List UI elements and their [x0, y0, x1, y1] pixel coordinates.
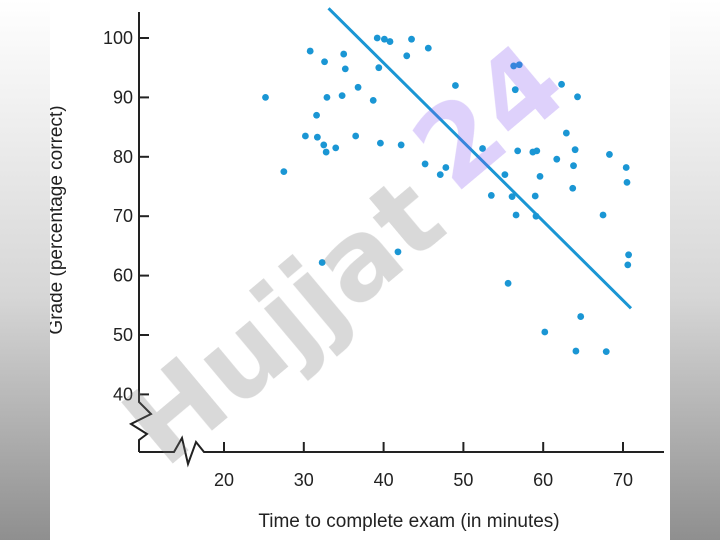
- data-point: [511, 86, 519, 94]
- y-tick-label: 100: [103, 28, 133, 48]
- y-axis-title: Grade (percentage correct): [50, 105, 67, 334]
- trend-line: [327, 7, 633, 310]
- y-tick-label: 90: [113, 87, 133, 107]
- data-point: [313, 111, 320, 119]
- data-point: [380, 35, 388, 43]
- watermark: Hujjat 24: [99, 18, 589, 489]
- data-point: [624, 261, 632, 269]
- data-point: [341, 65, 349, 73]
- data-point: [397, 141, 405, 149]
- chart-panel: 40 50 60 70 80 90 100 20 30 40 50 60 70 Time to comp…: [50, 0, 670, 540]
- data-point: [408, 35, 415, 43]
- data-point: [622, 164, 630, 171]
- data-point: [625, 251, 632, 259]
- data-point: [533, 147, 541, 155]
- data-point: [323, 94, 331, 101]
- data-point: [386, 38, 394, 45]
- data-point: [318, 259, 326, 266]
- data-point: [322, 148, 330, 156]
- data-point: [377, 139, 384, 147]
- y-tick-label: 70: [113, 206, 133, 226]
- tick-labels: 40 50 60 70 80 90 100 20 30 40 50 60 70: [103, 28, 633, 490]
- data-point: [532, 212, 540, 220]
- data-point: [570, 162, 577, 170]
- data-points: [262, 34, 632, 356]
- data-point: [369, 96, 377, 104]
- data-point: [332, 144, 340, 152]
- data-point: [515, 61, 523, 69]
- y-axis-line: [128, 12, 153, 452]
- data-point: [321, 58, 328, 66]
- y-tick-label: 40: [113, 384, 133, 404]
- data-point: [313, 133, 321, 141]
- data-point: [452, 82, 459, 89]
- x-tick-label: 30: [294, 470, 314, 490]
- data-point: [403, 52, 411, 60]
- x-axis-title: Time to complete exam (in minutes): [258, 511, 559, 532]
- y-tick-label: 80: [113, 147, 133, 167]
- x-tick-label: 50: [453, 470, 473, 490]
- y-tick-label: 60: [113, 266, 133, 286]
- data-point: [320, 141, 328, 149]
- data-point: [606, 151, 613, 158]
- data-point: [512, 211, 520, 219]
- data-point: [536, 173, 544, 180]
- data-point: [352, 132, 360, 140]
- data-point: [394, 248, 402, 256]
- data-point: [340, 50, 348, 58]
- data-point: [280, 168, 288, 176]
- data-point: [514, 147, 522, 155]
- data-point: [572, 347, 580, 355]
- x-tick-label: 20: [214, 470, 234, 490]
- scatter-chart: 40 50 60 70 80 90 100 20 30 40 50 60 70 Time to comp…: [50, 7, 664, 532]
- watermark-text: Hujjat: [99, 152, 467, 490]
- data-point: [569, 184, 577, 192]
- data-point: [479, 145, 486, 152]
- x-tick-label: 70: [613, 470, 633, 490]
- data-point: [558, 80, 565, 88]
- data-point: [487, 192, 495, 199]
- data-point: [510, 62, 518, 70]
- data-point: [262, 94, 269, 101]
- x-tick-label: 60: [533, 470, 553, 490]
- data-point: [354, 83, 362, 91]
- data-point: [574, 93, 581, 101]
- data-point: [623, 178, 631, 186]
- x-tick-label: 40: [374, 470, 394, 490]
- data-point: [508, 193, 516, 200]
- data-point: [531, 192, 539, 200]
- data-point: [562, 129, 570, 137]
- data-point: [504, 279, 512, 287]
- watermark-number: 24: [389, 18, 589, 214]
- data-point: [306, 47, 314, 55]
- data-point: [541, 328, 549, 336]
- data-point: [375, 64, 383, 72]
- data-point: [501, 171, 509, 179]
- data-point: [602, 348, 610, 356]
- data-point: [599, 211, 607, 219]
- axes: [128, 12, 664, 468]
- data-point: [553, 155, 561, 163]
- data-point: [577, 313, 585, 320]
- trend-line-group: [327, 7, 633, 310]
- data-point: [301, 132, 309, 140]
- y-tick-label: 50: [113, 325, 133, 345]
- x-axis-line: [139, 435, 664, 468]
- data-point: [338, 92, 346, 100]
- data-point: [421, 160, 429, 168]
- data-point: [442, 164, 450, 171]
- data-point: [373, 34, 381, 42]
- data-point: [571, 146, 579, 154]
- data-point: [424, 44, 432, 52]
- data-point: [436, 171, 444, 179]
